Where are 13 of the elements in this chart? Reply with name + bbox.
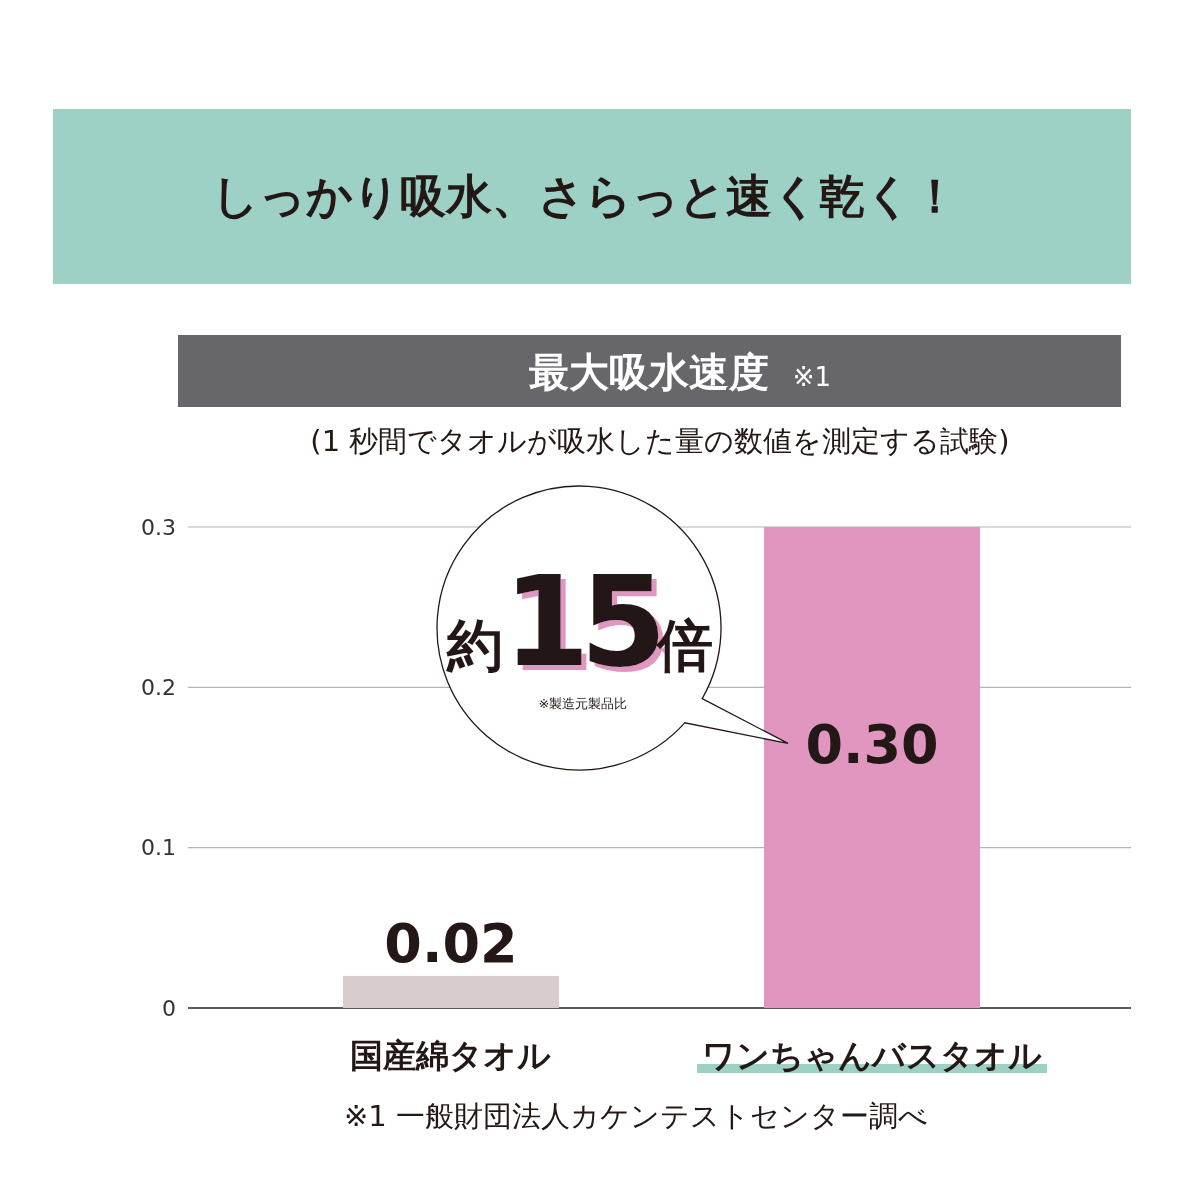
text: (1 秒間でタオルが吸水した量の数値を測定する試験) (310, 424, 1010, 458)
chart-subtitle: 最大吸水速度 ※1 (528, 349, 832, 395)
y-tick-label: 0 (162, 995, 176, 1021)
annotation: ※製造元製品比 (538, 696, 628, 711)
data-label: 0.02 (384, 911, 518, 975)
text: ※1 一般財団法人カケンテストセンター調べ (344, 1099, 928, 1133)
chart-title: しっかり吸水、さらっと速く乾く！ (212, 169, 958, 223)
y-tick-label: 0.2 (141, 675, 176, 701)
y-tick-label: 0.3 (141, 514, 176, 540)
data-label: 0.30 (805, 713, 939, 777)
x-tick-label: ワンちゃんバスタオル (702, 1036, 1043, 1075)
x-tick-label: 国産綿タオル (350, 1036, 552, 1075)
y-tick-label: 0.1 (141, 835, 176, 861)
